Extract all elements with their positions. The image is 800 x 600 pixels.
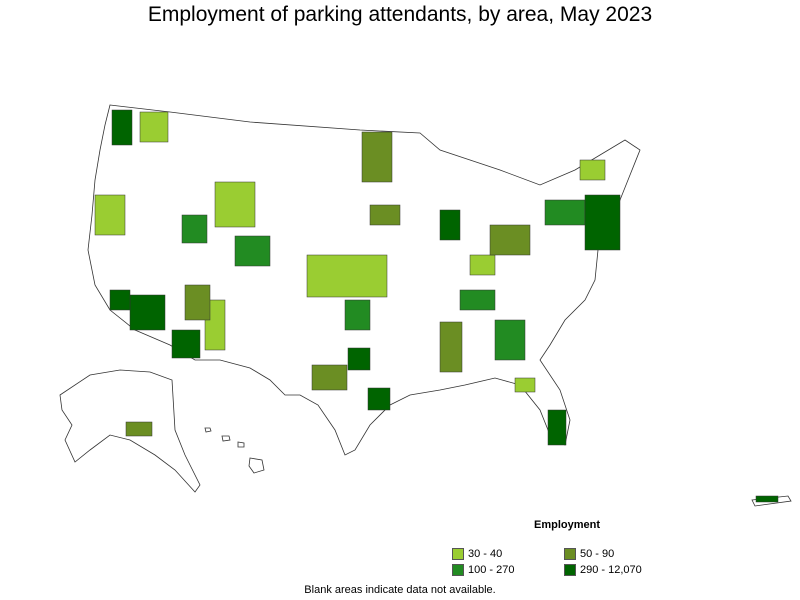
hawaii-outline xyxy=(204,427,265,474)
map-outlines xyxy=(59,104,792,507)
area-minnesota xyxy=(361,131,393,183)
map-title: Employment of parking attendants, by are… xyxy=(147,3,653,26)
area-washington-seattle xyxy=(111,109,133,146)
legend-items: 30 - 40 50 - 90 100 - 270 290 - 12,070 xyxy=(452,547,692,577)
area-arizona-tucson xyxy=(171,329,201,359)
legend: Employment 30 - 40 50 - 90 100 - 270 290… xyxy=(452,519,692,577)
legend-swatch xyxy=(452,564,464,576)
area-florida-south xyxy=(547,409,567,446)
legend-swatch xyxy=(564,564,576,576)
footnote: Blank areas indicate data not available. xyxy=(304,584,496,596)
area-northeast-corridor xyxy=(584,194,621,251)
legend-item-30-40: 30 - 40 xyxy=(452,547,564,561)
employment-areas xyxy=(94,109,779,503)
area-oklahoma xyxy=(344,299,371,331)
area-utah xyxy=(181,214,208,244)
area-alabama xyxy=(439,321,463,373)
legend-title: Employment xyxy=(533,519,600,531)
legend-label: 290 - 12,070 xyxy=(580,564,642,576)
area-iowa xyxy=(369,204,401,226)
area-chicago xyxy=(439,209,461,241)
legend-label: 30 - 40 xyxy=(468,548,503,560)
legend-item-100-270: 100 - 270 xyxy=(452,563,564,577)
area-kentucky xyxy=(469,254,496,276)
legend-item-50-90: 50 - 90 xyxy=(564,547,676,561)
area-puerto-rico xyxy=(755,495,779,503)
area-new-york-west xyxy=(579,159,606,181)
legend-label: 50 - 90 xyxy=(580,548,615,560)
area-tennessee xyxy=(459,289,496,311)
area-pennsylvania xyxy=(544,199,586,226)
area-ohio xyxy=(489,224,531,256)
legend-swatch xyxy=(452,548,464,560)
area-nevada-south xyxy=(94,194,126,236)
legend-label: 100 - 270 xyxy=(468,564,515,576)
area-georgia xyxy=(494,319,526,361)
legend-item-290-12070: 290 - 12,070 xyxy=(564,563,676,577)
area-texas-dallas xyxy=(347,347,371,371)
area-texas-houston xyxy=(367,387,391,411)
area-florida-north xyxy=(514,377,536,393)
area-texas-west xyxy=(311,364,348,391)
area-washington-east xyxy=(139,111,169,143)
area-california-la xyxy=(109,289,131,311)
legend-swatch xyxy=(564,548,576,560)
area-alaska-south xyxy=(125,421,153,437)
area-kansas xyxy=(306,254,388,298)
area-arizona-phoenix xyxy=(129,294,166,331)
area-new-mexico-north xyxy=(184,284,211,321)
area-montana-wyoming xyxy=(214,181,256,228)
area-colorado xyxy=(234,235,271,267)
